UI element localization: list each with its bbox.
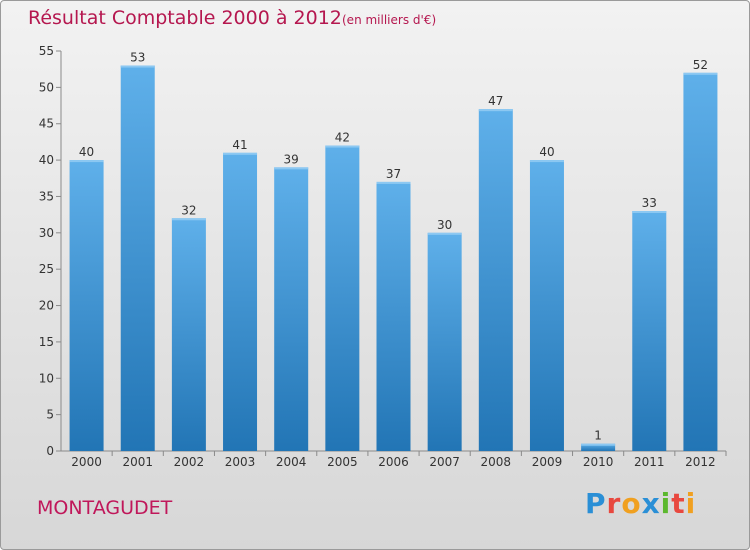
data-label-2000: 40: [79, 145, 94, 159]
x-tick-label-2012: 2012: [685, 455, 716, 469]
brand-letter: i: [685, 487, 697, 520]
labels: 40 2000 53 2001 32 2002 41 2003 39 2004 42 2005 37 20…: [71, 51, 715, 469]
data-label-2003: 41: [232, 138, 247, 152]
x-tick-label-2005: 2005: [327, 455, 358, 469]
data-label-2007: 30: [437, 218, 452, 232]
y-tick-label: 10: [39, 371, 54, 385]
y-tick-label: 50: [39, 80, 54, 94]
brand-letter: o: [621, 487, 642, 520]
data-label-2001: 53: [130, 51, 145, 65]
y-tick-label: 40: [39, 153, 54, 167]
y-tick-label: 5: [46, 408, 54, 422]
bar-top-highlight: [529, 160, 564, 163]
brand-letter: P: [585, 487, 607, 520]
bar-top-highlight: [274, 167, 309, 170]
bar-top-highlight: [171, 218, 206, 221]
bar-top-highlight: [325, 145, 360, 148]
commune-name: MONTAGUDET: [37, 497, 173, 519]
bar-2009: [529, 160, 564, 451]
y-tick-label: 0: [46, 444, 54, 458]
x-tick-label-2000: 2000: [71, 455, 102, 469]
bars: [69, 65, 718, 452]
bar-top-highlight: [683, 72, 718, 75]
bar-top-highlight: [376, 181, 411, 184]
y-tick-label: 25: [39, 262, 54, 276]
chart-subtitle: (en milliers d'€): [342, 13, 437, 27]
data-label-2012: 52: [693, 58, 708, 72]
data-label-2006: 37: [386, 167, 401, 181]
x-tick-label-2004: 2004: [276, 455, 307, 469]
bar-top-highlight: [223, 152, 258, 155]
y-tick-label: 45: [39, 117, 54, 131]
x-tick-label-2008: 2008: [481, 455, 512, 469]
brand-letter: x: [641, 487, 661, 520]
bar-2011: [632, 211, 667, 451]
bar-top-highlight: [581, 443, 616, 446]
x-tick-label-2002: 2002: [174, 455, 205, 469]
y-tick-label: 20: [39, 299, 54, 313]
chart-title: Résultat Comptable 2000 à 2012: [28, 7, 342, 29]
bar-2006: [376, 181, 411, 451]
brand-logo: Proxiti: [585, 487, 696, 520]
bar-top-highlight: [632, 211, 667, 213]
axes: 0 5 10 15 20 25 30 35 40 45 50 55: [39, 44, 727, 458]
bar-2012: [683, 72, 718, 452]
y-tick-label: 55: [39, 44, 54, 58]
bar-2008: [478, 109, 513, 451]
data-label-2011: 33: [642, 196, 657, 210]
y-tick-label: 30: [39, 226, 54, 240]
x-tick-label-2003: 2003: [225, 455, 256, 469]
bar-2010: [581, 443, 616, 451]
data-label-2010: 1: [594, 429, 602, 443]
x-tick-label-2011: 2011: [634, 455, 665, 469]
bar-2000: [69, 160, 104, 451]
brand-letter: i: [660, 487, 672, 520]
brand-letter: t: [671, 487, 686, 520]
bar-2002: [171, 218, 206, 451]
data-label-2002: 32: [181, 203, 196, 217]
bar-2007: [427, 232, 462, 451]
x-tick-label-2001: 2001: [122, 455, 153, 469]
bar-2001: [120, 65, 155, 451]
x-tick-label-2006: 2006: [378, 455, 409, 469]
x-tick-label-2009: 2009: [532, 455, 563, 469]
y-tick-label: 35: [39, 189, 54, 203]
data-label-2005: 42: [335, 131, 350, 145]
y-tick-label: 15: [39, 335, 54, 349]
data-label-2009: 40: [539, 145, 554, 159]
data-label-2008: 47: [488, 94, 503, 108]
bar-top-highlight: [120, 65, 155, 68]
bar-2005: [325, 145, 360, 451]
bar-2003: [223, 152, 258, 451]
bar-2004: [274, 167, 309, 451]
x-tick-label-2007: 2007: [429, 455, 460, 469]
brand-letter: r: [606, 487, 622, 520]
data-label-2004: 39: [284, 152, 299, 166]
bar-top-highlight: [427, 232, 462, 235]
bar-top-highlight: [478, 109, 513, 112]
bar-top-highlight: [69, 160, 104, 163]
x-tick-label-2010: 2010: [583, 455, 614, 469]
